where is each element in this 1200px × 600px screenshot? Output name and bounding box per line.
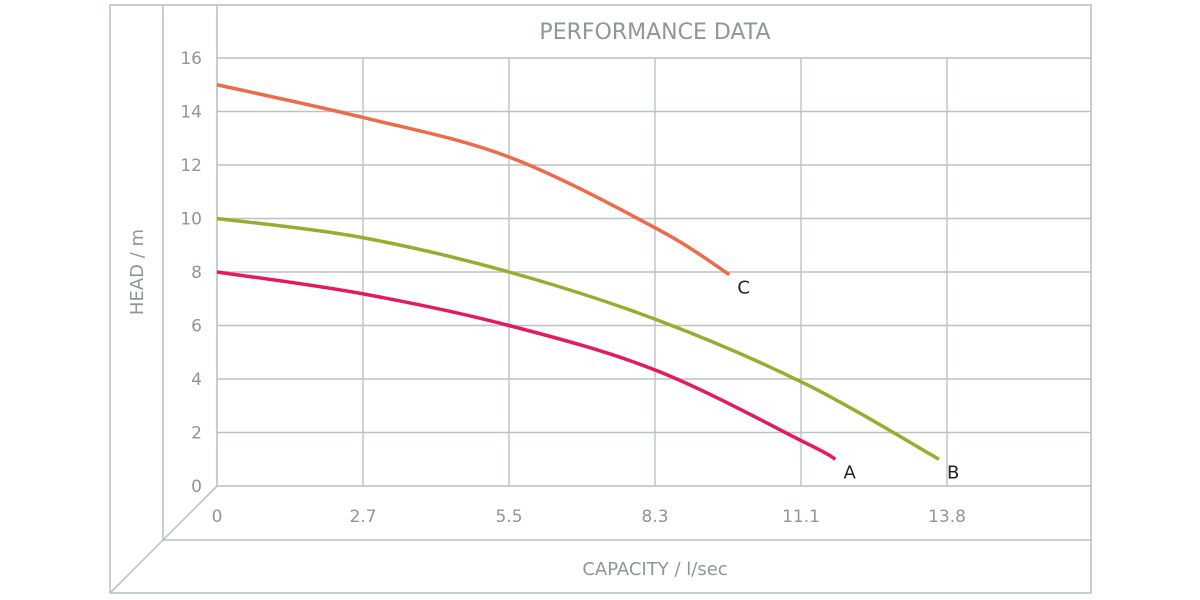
y-tick-label: 4: [191, 370, 202, 390]
y-tick-label: 6: [191, 317, 202, 337]
x-tick-label: 8.3: [641, 507, 668, 527]
chart-frame: [109, 4, 1092, 594]
y-tick-label: 8: [191, 263, 202, 283]
series-line-b: [216, 216, 940, 461]
series-label-a: A: [844, 462, 857, 483]
y-tick-label: 0: [191, 477, 202, 497]
x-tick-label: 2.7: [349, 507, 376, 527]
y-tick-label: 10: [180, 210, 202, 230]
series-line-a: [216, 270, 837, 461]
x-tick-label: 13.8: [928, 507, 966, 527]
y-tick-label: 2: [191, 424, 202, 444]
series-label-c: C: [737, 278, 750, 299]
chart-title: PERFORMANCE DATA: [539, 20, 770, 45]
series-group: A B C: [216, 83, 959, 483]
y-tick-label: 14: [180, 103, 202, 123]
series-label-b: B: [947, 462, 959, 483]
x-axis-label: CAPACITY / l/sec: [582, 559, 727, 580]
grid: [217, 57, 1091, 487]
x-tick-label: 0: [212, 507, 223, 527]
y-tick-label: 16: [180, 49, 202, 69]
y-axis-label: HEAD / m: [127, 229, 148, 315]
x-tick-label: 5.5: [495, 507, 522, 527]
tick-labels: 0 2 4 6 8 10 12 14 16 0 2.7 5.5 8.3 11.1 13.8: [180, 49, 966, 527]
x-tick-label: 11.1: [782, 507, 820, 527]
y-tick-label: 12: [180, 156, 202, 176]
series-line-c: [216, 83, 731, 277]
